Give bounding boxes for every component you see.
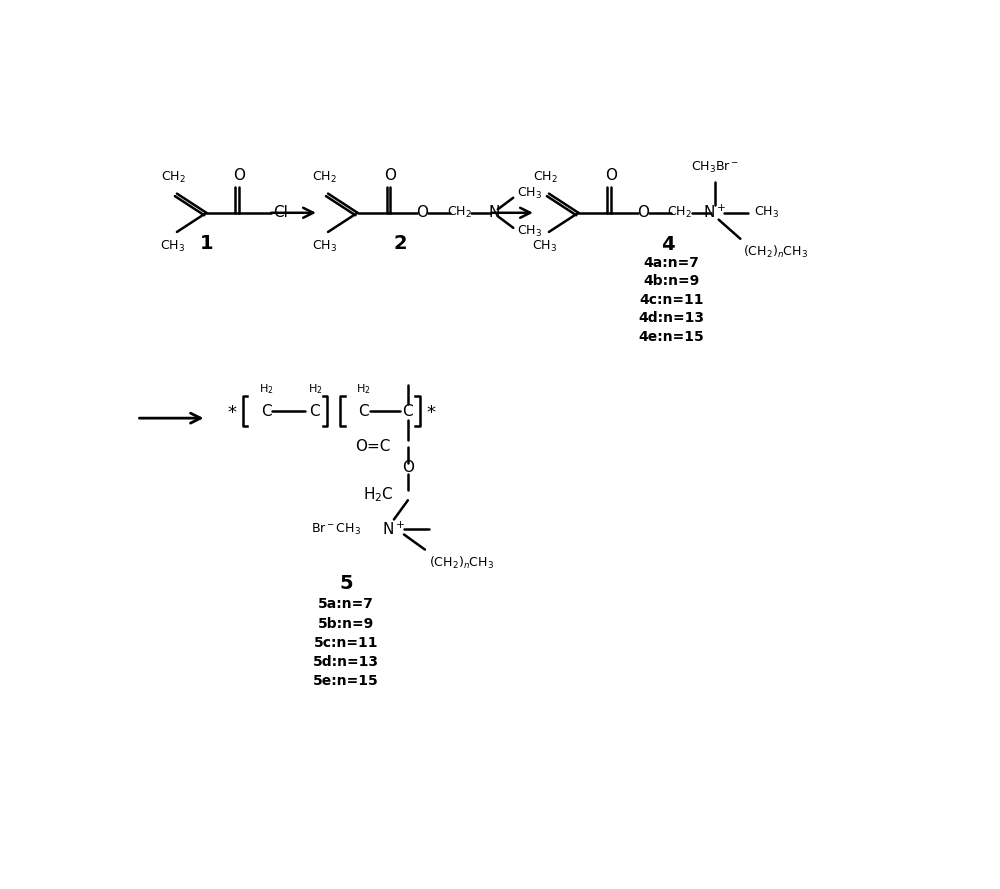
Text: H$_2$: H$_2$	[356, 382, 371, 396]
Text: CH$_2$: CH$_2$	[312, 170, 337, 185]
Text: 5c:n=11: 5c:n=11	[314, 636, 378, 650]
Text: CH$_3$: CH$_3$	[532, 239, 558, 254]
Text: C: C	[310, 404, 320, 419]
Text: 5b:n=9: 5b:n=9	[318, 616, 374, 630]
Text: O: O	[417, 205, 429, 220]
Text: 4d:n=13: 4d:n=13	[638, 311, 704, 325]
Text: CH$_2$: CH$_2$	[161, 170, 185, 185]
Text: 5d:n=13: 5d:n=13	[313, 655, 379, 669]
Text: $*$: $*$	[426, 403, 436, 420]
Text: C: C	[403, 404, 413, 419]
Text: CH$_3$: CH$_3$	[160, 239, 186, 254]
Text: N: N	[488, 205, 500, 220]
Text: N$^+$: N$^+$	[382, 520, 406, 538]
Text: O: O	[605, 168, 617, 183]
Text: O: O	[402, 460, 414, 475]
Text: CH$_3$: CH$_3$	[517, 224, 542, 239]
Text: (CH$_2$)$_n$CH$_3$: (CH$_2$)$_n$CH$_3$	[743, 244, 809, 260]
Text: H$_2$: H$_2$	[259, 382, 273, 396]
Text: 4c:n=11: 4c:n=11	[639, 292, 704, 307]
Text: CH$_3$: CH$_3$	[517, 186, 542, 201]
Text: 1: 1	[200, 234, 213, 253]
Text: CH$_2$: CH$_2$	[533, 170, 557, 185]
Text: CH$_2$: CH$_2$	[667, 205, 692, 220]
Text: CH$_2$: CH$_2$	[447, 205, 471, 220]
Text: O: O	[233, 168, 245, 183]
Text: 4a:n=7: 4a:n=7	[643, 256, 699, 269]
Text: 4: 4	[661, 236, 674, 254]
Text: H$_2$C: H$_2$C	[363, 485, 394, 504]
Text: CH$_3$: CH$_3$	[312, 239, 337, 254]
Text: (CH$_2$)$_n$CH$_3$: (CH$_2$)$_n$CH$_3$	[429, 555, 494, 571]
Text: N$^+$: N$^+$	[703, 204, 726, 221]
Text: H$_2$: H$_2$	[308, 382, 322, 396]
Text: CH$_3$Br$^-$: CH$_3$Br$^-$	[691, 160, 739, 175]
Text: 5a:n=7: 5a:n=7	[318, 597, 374, 612]
Text: 5e:n=15: 5e:n=15	[313, 674, 379, 688]
Text: Br$^-$CH$_3$: Br$^-$CH$_3$	[311, 522, 361, 537]
Text: C: C	[261, 404, 271, 419]
Text: CH$_3$: CH$_3$	[754, 205, 779, 220]
Text: 4b:n=9: 4b:n=9	[643, 274, 700, 288]
Text: Cl: Cl	[273, 205, 288, 220]
Text: 4e:n=15: 4e:n=15	[639, 330, 704, 344]
Text: O=C: O=C	[355, 439, 391, 454]
Text: O: O	[384, 168, 396, 183]
Text: $*$: $*$	[227, 403, 237, 420]
Text: O: O	[637, 205, 649, 220]
Text: 2: 2	[393, 234, 407, 253]
Text: C: C	[358, 404, 369, 419]
Text: 5: 5	[339, 574, 353, 593]
